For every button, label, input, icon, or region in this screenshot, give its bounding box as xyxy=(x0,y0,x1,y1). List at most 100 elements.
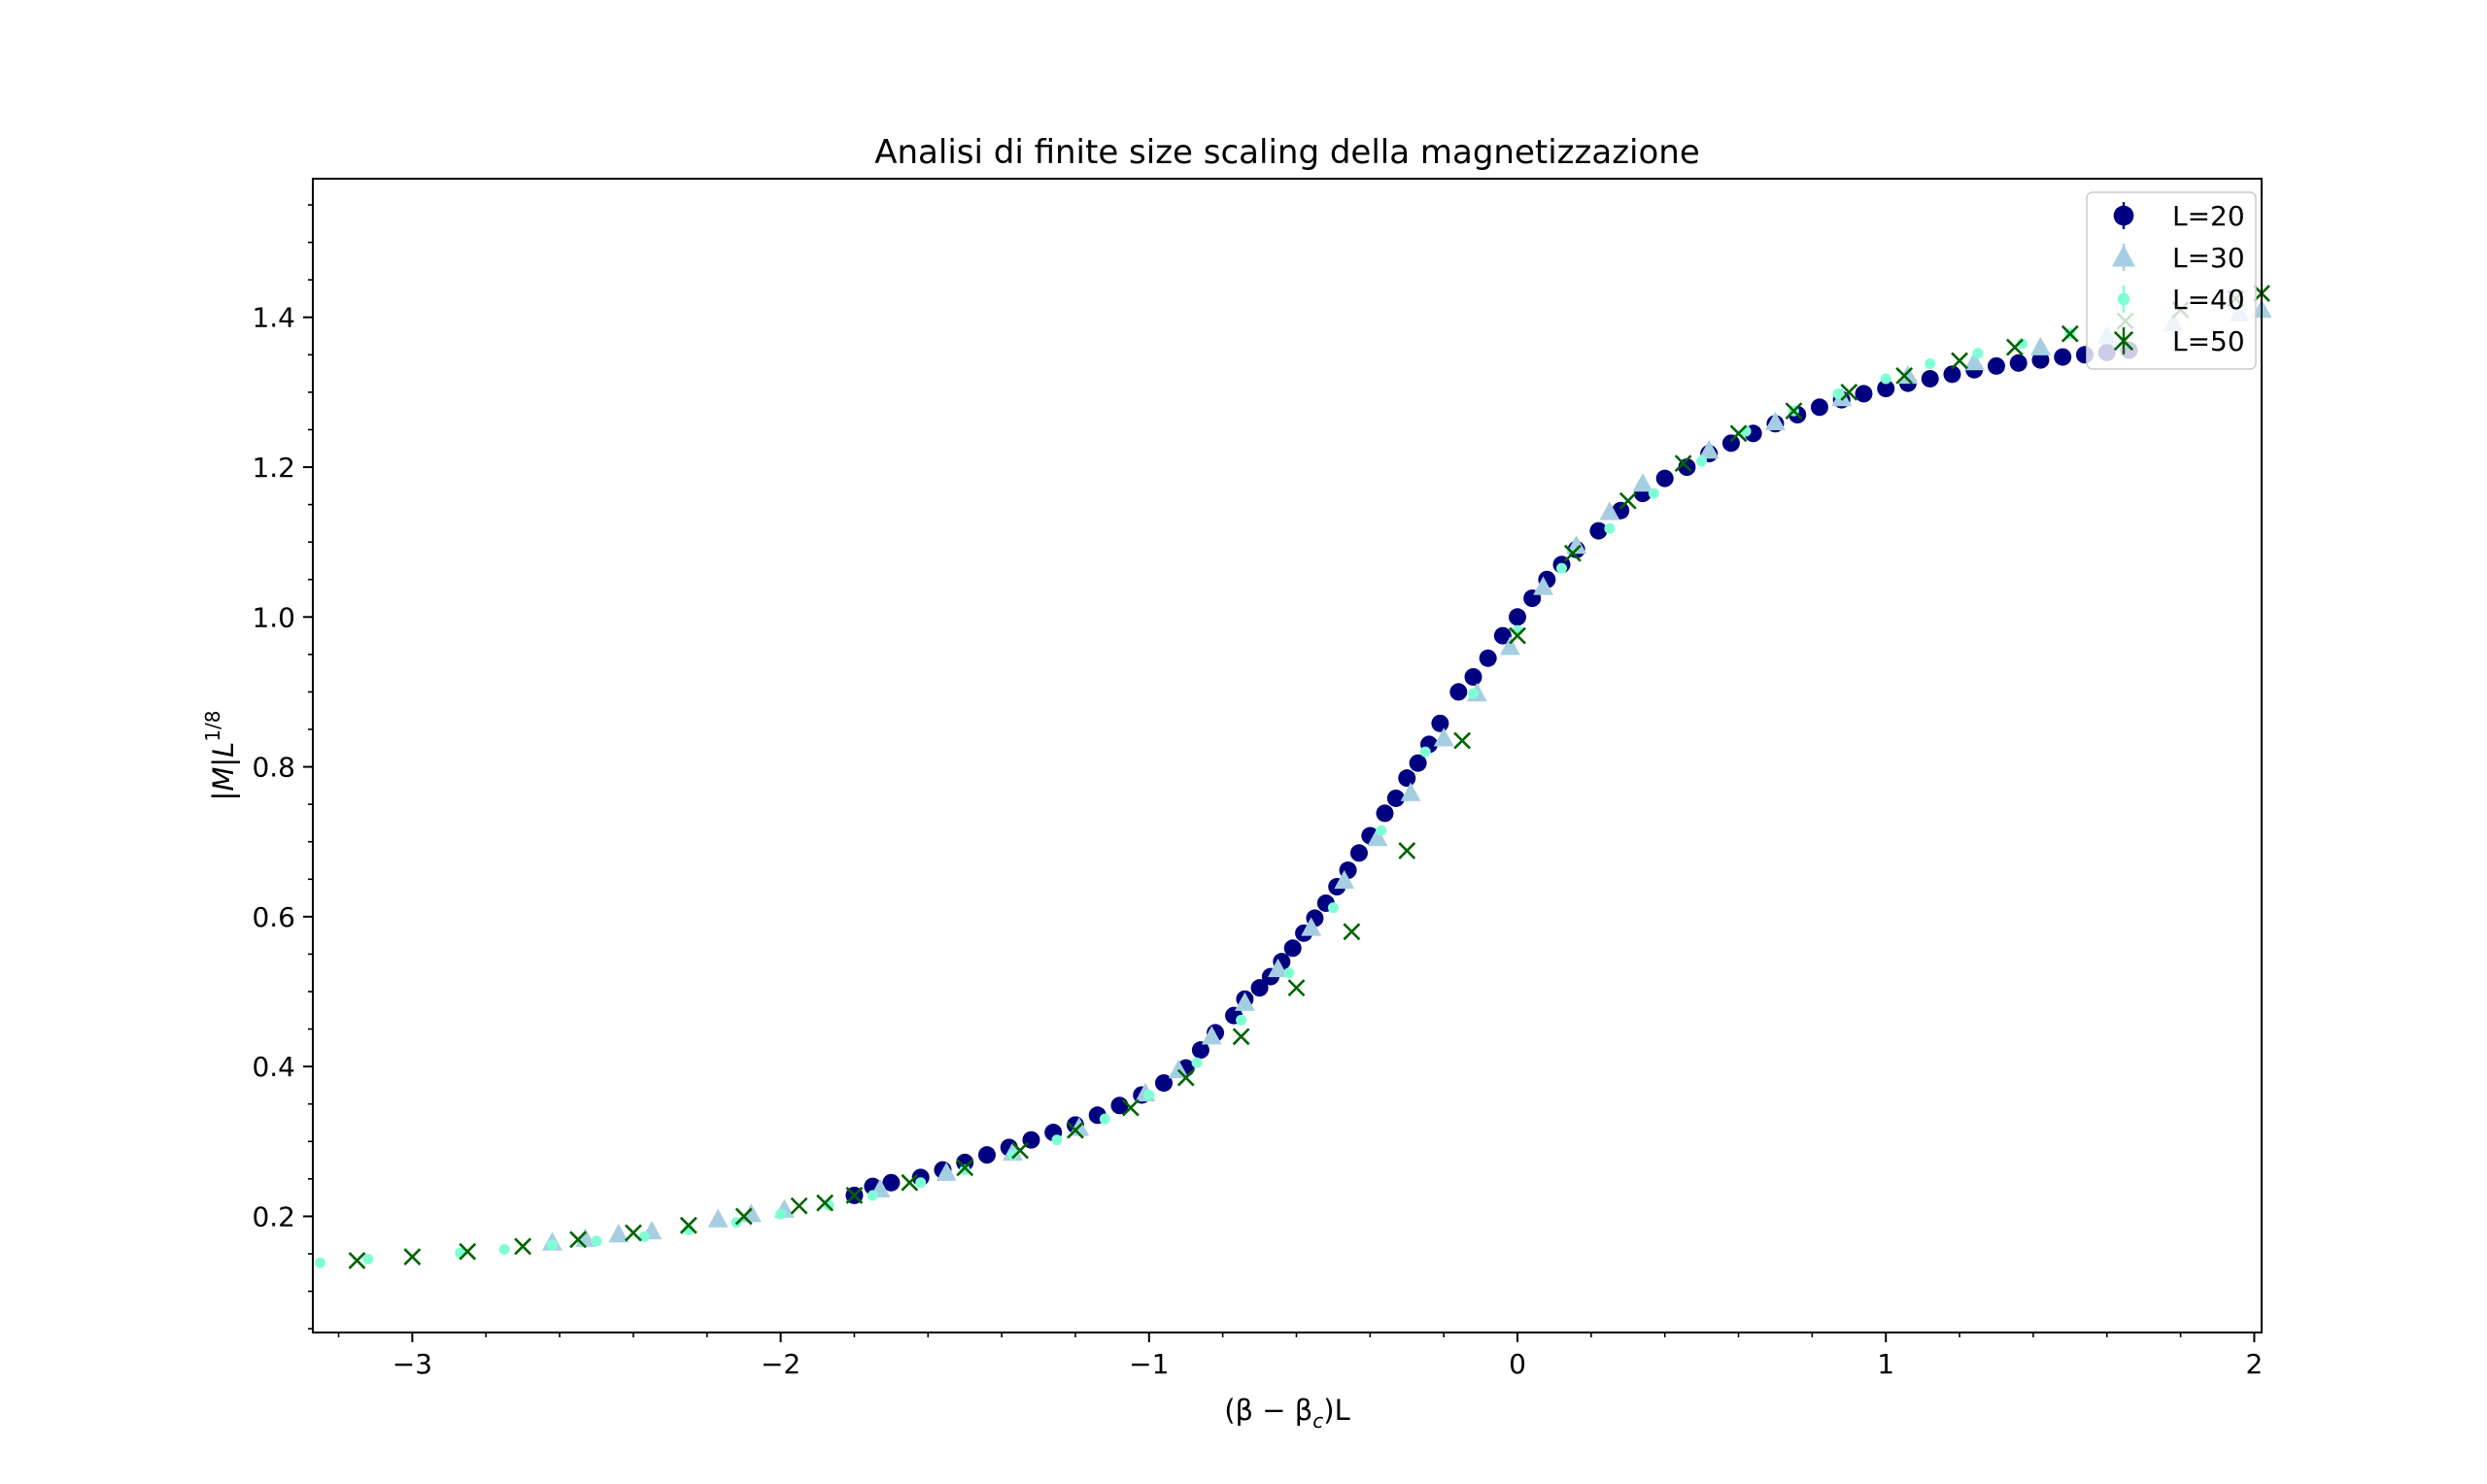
y-axis-label: |M|L1/8 xyxy=(201,711,240,801)
data-point xyxy=(1655,469,1674,488)
data-point xyxy=(1327,902,1339,914)
data-point xyxy=(1698,440,1720,459)
data-point xyxy=(1696,455,1708,467)
legend-label: L=50 xyxy=(2172,325,2245,357)
legend-marker xyxy=(2113,205,2134,226)
legend-label: L=20 xyxy=(2172,200,2245,232)
data-point xyxy=(2030,336,2051,355)
data-point xyxy=(403,1248,422,1266)
data-point xyxy=(1398,769,1416,788)
data-point xyxy=(882,1173,901,1192)
data-point xyxy=(1479,649,1497,667)
data-point xyxy=(1398,842,1416,860)
x-tick-label: −3 xyxy=(392,1348,432,1380)
data-point xyxy=(1618,491,1637,510)
data-point xyxy=(1877,380,1895,397)
data-point xyxy=(1509,608,1527,626)
legend-marker xyxy=(2113,330,2134,352)
data-point xyxy=(816,1194,835,1212)
data-point xyxy=(1143,1089,1155,1100)
legend-box xyxy=(2086,191,2257,370)
data-point xyxy=(1566,535,1587,555)
data-point xyxy=(2061,324,2079,343)
data-point xyxy=(845,1186,864,1204)
series-l-50 xyxy=(348,285,2270,1269)
data-point xyxy=(1268,958,1288,978)
data-point xyxy=(1376,804,1394,823)
y-tick-label: 1.2 xyxy=(252,452,295,484)
data-point xyxy=(1895,366,1914,385)
data-point xyxy=(1283,967,1295,979)
data-point xyxy=(1943,365,1961,384)
data-point xyxy=(591,1235,602,1247)
data-point xyxy=(1419,746,1431,758)
data-point xyxy=(1400,782,1421,801)
data-point xyxy=(2054,348,2072,366)
x-axis: −3 −2 −1 0 1 2 xyxy=(337,1332,2263,1380)
data-point xyxy=(459,1242,477,1261)
x-axis-label-main: (β − β xyxy=(1224,1394,1312,1427)
data-point xyxy=(1533,576,1553,595)
data-point xyxy=(514,1237,532,1256)
data-point xyxy=(1301,917,1322,936)
data-point xyxy=(1232,1028,1250,1046)
data-point xyxy=(608,1223,630,1243)
data-point xyxy=(1764,411,1786,430)
plot-area xyxy=(313,179,2262,1332)
data-point xyxy=(1467,688,1479,699)
legend-marker xyxy=(2117,292,2130,306)
data-point xyxy=(1674,455,1692,473)
data-point xyxy=(1099,1113,1110,1125)
data-point xyxy=(1367,826,1388,847)
data-point xyxy=(1464,668,1482,686)
data-point xyxy=(348,1252,366,1269)
data-point xyxy=(1287,979,1306,997)
data-point xyxy=(2006,338,2024,356)
y-tick-label: 1.4 xyxy=(252,302,295,334)
data-point xyxy=(1925,358,1936,370)
data-point xyxy=(362,1253,374,1265)
data-point xyxy=(1250,979,1269,997)
data-point xyxy=(1386,789,1405,807)
data-point xyxy=(1409,754,1427,772)
y-tick-label: 0.8 xyxy=(252,752,295,784)
x-tick-label: 0 xyxy=(1509,1348,1526,1380)
data-point xyxy=(1006,1149,1018,1161)
data-point xyxy=(1176,1068,1195,1087)
data-point xyxy=(1721,434,1740,453)
data-point xyxy=(936,1162,957,1181)
data-point xyxy=(1599,501,1620,521)
data-point xyxy=(679,1216,698,1234)
legend-marker xyxy=(2111,245,2136,267)
data-point xyxy=(1604,523,1616,534)
x-tick-label: −2 xyxy=(761,1348,801,1380)
data-point xyxy=(1563,544,1582,562)
data-point xyxy=(638,1231,650,1242)
x-axis-label-subscript: c xyxy=(1312,1409,1323,1433)
y-tick-label: 0.4 xyxy=(252,1051,295,1083)
data-point xyxy=(1589,522,1608,540)
data-point xyxy=(1201,1026,1222,1045)
data-point xyxy=(915,1177,927,1189)
data-point xyxy=(498,1243,510,1255)
data-point xyxy=(1349,844,1368,862)
data-point xyxy=(1431,714,1449,732)
data-point xyxy=(1168,1060,1189,1079)
data-point xyxy=(977,1146,996,1164)
data-point xyxy=(1963,352,1985,371)
data-point xyxy=(569,1231,587,1249)
legend-label: L=30 xyxy=(2172,242,2245,274)
y-axis-label-superscript: 1/8 xyxy=(201,711,224,742)
data-point xyxy=(1376,825,1387,836)
data-point xyxy=(1832,388,1844,399)
data-point xyxy=(1343,923,1361,941)
y-tick-label: 0.2 xyxy=(252,1200,295,1232)
data-point xyxy=(775,1208,787,1220)
legend-label: L=40 xyxy=(2172,284,2245,316)
data-point xyxy=(867,1190,878,1201)
data-point xyxy=(1648,488,1659,499)
data-point xyxy=(1785,402,1803,421)
data-point xyxy=(1011,1141,1029,1160)
data-point xyxy=(1509,626,1526,645)
